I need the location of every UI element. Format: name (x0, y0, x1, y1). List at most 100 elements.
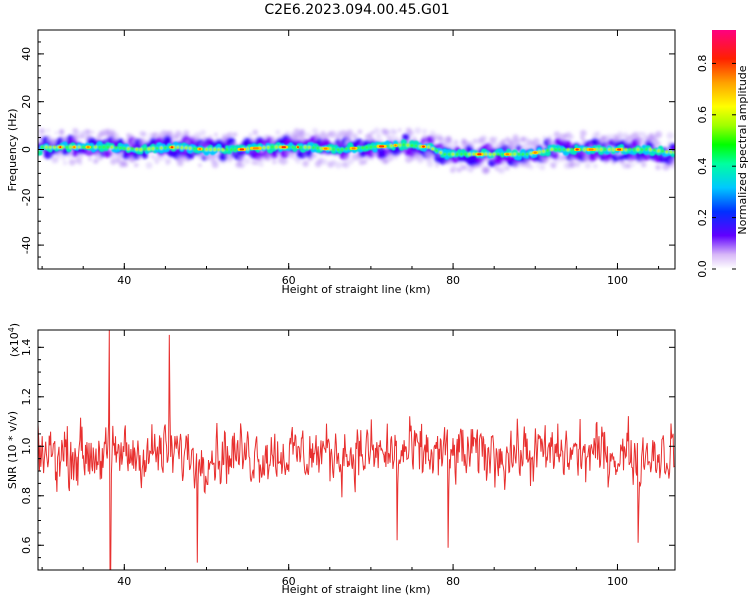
band-speckle (152, 132, 159, 138)
band-green (599, 147, 603, 152)
band-speckle (270, 136, 276, 142)
band-speckle (644, 136, 648, 140)
spectrogram-xtick-label: 100 (607, 274, 628, 287)
band-speckle (59, 128, 65, 134)
colorbar-tick-label: 0.8 (696, 55, 709, 72)
band-green (525, 152, 529, 156)
spectrogram-xtick-label: 40 (117, 274, 131, 287)
band-green (492, 152, 496, 156)
snr-xtick-label: 60 (282, 575, 296, 588)
band-green (517, 152, 521, 156)
band-speckle (463, 140, 468, 146)
band-speckle (155, 160, 159, 164)
band-green (500, 152, 504, 156)
band-green (299, 145, 303, 149)
band-red (575, 148, 579, 151)
band-speckle (529, 164, 534, 170)
band-speckle (343, 155, 350, 161)
band-green (213, 147, 217, 152)
band-speckle (117, 152, 122, 157)
band-speckle (370, 130, 375, 135)
band-green (636, 147, 640, 152)
band-speckle (280, 134, 284, 138)
band-green (521, 152, 525, 156)
band-speckle (542, 135, 547, 140)
band-speckle (462, 164, 467, 170)
band-speckle (593, 163, 598, 169)
spectrogram-ytick-label: 40 (20, 47, 33, 61)
band-green (472, 152, 476, 156)
band-green (332, 147, 336, 151)
band-cyan (177, 142, 182, 147)
band-red (73, 146, 76, 149)
snr-ytick-label: 1.0 (20, 438, 33, 456)
band-speckle (330, 160, 337, 167)
spectrogram-xtick-label: 60 (282, 274, 296, 287)
band-speckle (248, 133, 252, 137)
band-green (303, 145, 307, 149)
band-green (496, 152, 500, 156)
band-green (229, 147, 233, 152)
band-speckle (105, 128, 111, 134)
band-speckle (579, 129, 587, 137)
band-speckle (342, 161, 350, 169)
band-green (546, 148, 550, 152)
band-speckle (196, 153, 203, 160)
colorbar: 0.0 0.2 0.4 0.6 0.8 Normalized spectral ampl… (696, 30, 749, 278)
band-speckle (569, 160, 577, 168)
band-green (184, 146, 188, 150)
snr-ytick-label: 1.4 (20, 339, 33, 357)
spectrogram-band (38, 127, 675, 175)
band-green (513, 152, 517, 156)
band-speckle (527, 159, 531, 163)
band-green (98, 145, 102, 149)
band-speckle (295, 158, 301, 164)
band-green (61, 145, 65, 149)
band-speckle (426, 160, 434, 168)
band-green (311, 146, 315, 150)
colorbar-tick-label: 0.0 (696, 260, 709, 278)
band-speckle (364, 156, 369, 161)
band-green (603, 147, 607, 152)
band-green (118, 146, 122, 150)
band-speckle (251, 160, 257, 165)
band-speckle (272, 160, 277, 165)
band-green (44, 145, 48, 149)
band-green (159, 146, 163, 150)
band-green (455, 152, 459, 156)
band-green (463, 152, 468, 156)
band-speckle (419, 156, 424, 162)
band-red (588, 148, 594, 151)
band-speckle (115, 158, 121, 164)
band-green (262, 146, 266, 150)
band-blue (180, 150, 187, 157)
band-speckle (457, 168, 462, 173)
band-speckle (329, 130, 337, 138)
band-green (554, 147, 558, 152)
band-speckle (641, 161, 647, 168)
band-speckle (61, 156, 66, 161)
band-green (225, 147, 229, 152)
band-green (221, 147, 225, 152)
band-green (566, 147, 570, 152)
band-speckle (74, 130, 80, 136)
band-speckle (626, 163, 632, 169)
band-speckle (568, 133, 575, 140)
band-green (93, 145, 98, 149)
band-green (122, 146, 126, 150)
band-speckle (383, 157, 390, 164)
band-speckle (348, 158, 354, 165)
band-green (369, 145, 373, 149)
band-speckle (654, 131, 663, 139)
band-speckle (398, 128, 402, 132)
band-green (340, 147, 344, 151)
band-green (81, 145, 85, 149)
band-green (402, 143, 406, 147)
band-green (106, 145, 110, 149)
spectrogram-ytick-label: 20 (20, 95, 33, 109)
colorbar-gradient (712, 30, 736, 269)
band-speckle (322, 134, 329, 141)
band-speckle (38, 128, 46, 135)
band-speckle (251, 138, 257, 144)
spectrogram-ytick-label: 0 (20, 146, 33, 153)
